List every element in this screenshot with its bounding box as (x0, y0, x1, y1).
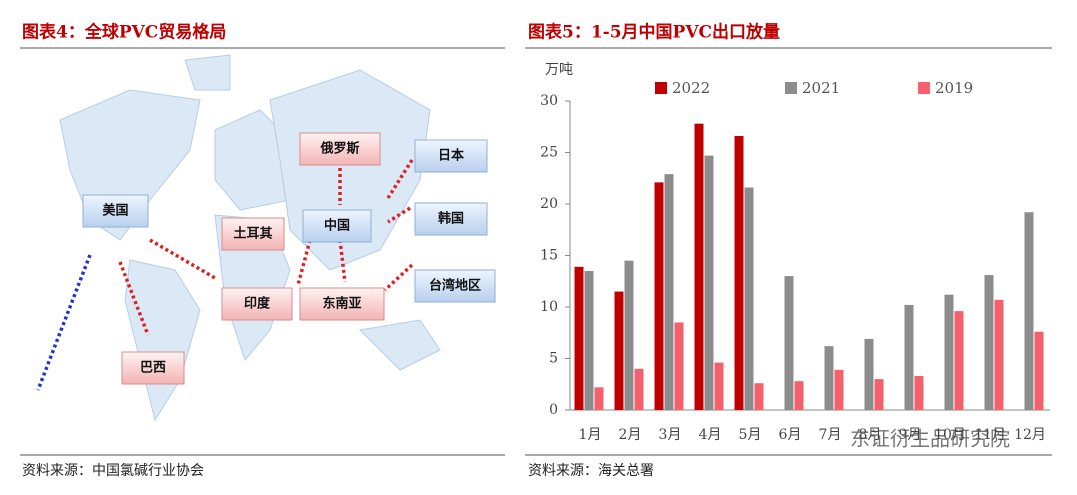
x-tick-label: 7月 (819, 427, 842, 443)
trade-arrows (36, 159, 414, 391)
node-label: 韩国 (438, 211, 464, 227)
x-tick-label: 9月 (899, 427, 922, 443)
node-box (414, 202, 488, 236)
bar (714, 362, 724, 410)
bar (634, 368, 644, 410)
node-label: 中国 (324, 218, 350, 234)
x-tick-label: 4月 (699, 427, 722, 443)
legend-swatch (785, 82, 797, 94)
bar (624, 260, 634, 410)
node-box (302, 209, 372, 243)
bar (1034, 331, 1044, 410)
y-tick-label: 0 (549, 402, 558, 418)
bar (824, 346, 834, 410)
bar (994, 299, 1004, 410)
x-tick-label: 11月 (974, 427, 1006, 443)
node-box (221, 287, 293, 321)
chart-source: 资料来源：海关总署 (528, 463, 654, 479)
legend-swatch (655, 82, 667, 94)
x-tick-label: 1月 (579, 427, 602, 443)
node-label: 土耳其 (233, 226, 272, 242)
bar (874, 379, 884, 410)
node-box (82, 194, 149, 228)
y-axis-label: 万吨 (545, 62, 573, 78)
x-tick-label: 3月 (659, 427, 682, 443)
legend-label: 2019 (935, 79, 973, 97)
node-label: 日本 (438, 148, 464, 164)
bar (734, 136, 744, 410)
bar (914, 376, 924, 410)
node-label: 台湾地区 (429, 278, 481, 294)
node-box (414, 139, 488, 173)
bar (944, 294, 954, 410)
node-label: 印度 (244, 296, 271, 312)
chart-title: 图表5：1-5月中国PVC出口放量 (528, 22, 780, 43)
bar (784, 276, 794, 410)
y-tick-label: 5 (549, 351, 558, 367)
watermark: 东证衍生品研究院 (850, 427, 1010, 451)
bar (744, 187, 754, 410)
bar (704, 155, 714, 410)
legend-swatch (918, 82, 930, 94)
y-tick-label: 25 (540, 145, 558, 161)
x-tick-label: 5月 (739, 427, 762, 443)
x-tick-label: 12月 (1014, 427, 1046, 443)
x-tick-label: 6月 (779, 427, 802, 443)
y-tick-label: 15 (540, 248, 558, 264)
bar (594, 387, 604, 410)
node-box (299, 132, 381, 166)
bar (674, 322, 684, 410)
node-box (221, 217, 285, 251)
bar (694, 123, 704, 410)
bar (794, 381, 804, 410)
node-label: 东南亚 (322, 296, 361, 312)
left-title: 图表4：全球PVC贸易格局 (22, 22, 226, 43)
bar (904, 304, 914, 410)
y-tick-label: 20 (540, 196, 558, 212)
node-box (414, 269, 496, 303)
y-tick-label: 10 (540, 299, 558, 315)
bar (614, 291, 624, 410)
x-tick-label: 8月 (859, 427, 882, 443)
bar (954, 311, 964, 410)
legend-label: 2021 (802, 79, 840, 97)
bar (984, 275, 994, 410)
node-box (121, 351, 185, 385)
y-tick-label: 30 (540, 93, 558, 109)
bar (1024, 212, 1034, 410)
node-label: 俄罗斯 (319, 141, 359, 157)
legend-label: 2022 (672, 79, 710, 97)
left-source: 资料来源：中国氯碱行业协会 (22, 463, 204, 479)
bar (834, 369, 844, 410)
bar (654, 182, 664, 410)
node-label: 巴西 (140, 361, 166, 376)
bar (584, 270, 594, 410)
bar (574, 266, 584, 410)
bar (754, 383, 764, 410)
x-tick-label: 2月 (619, 427, 642, 443)
x-tick-label: 10月 (934, 427, 966, 443)
bar (664, 174, 674, 410)
bar (864, 338, 874, 410)
node-box (299, 287, 385, 321)
node-label: 美国 (102, 203, 128, 219)
